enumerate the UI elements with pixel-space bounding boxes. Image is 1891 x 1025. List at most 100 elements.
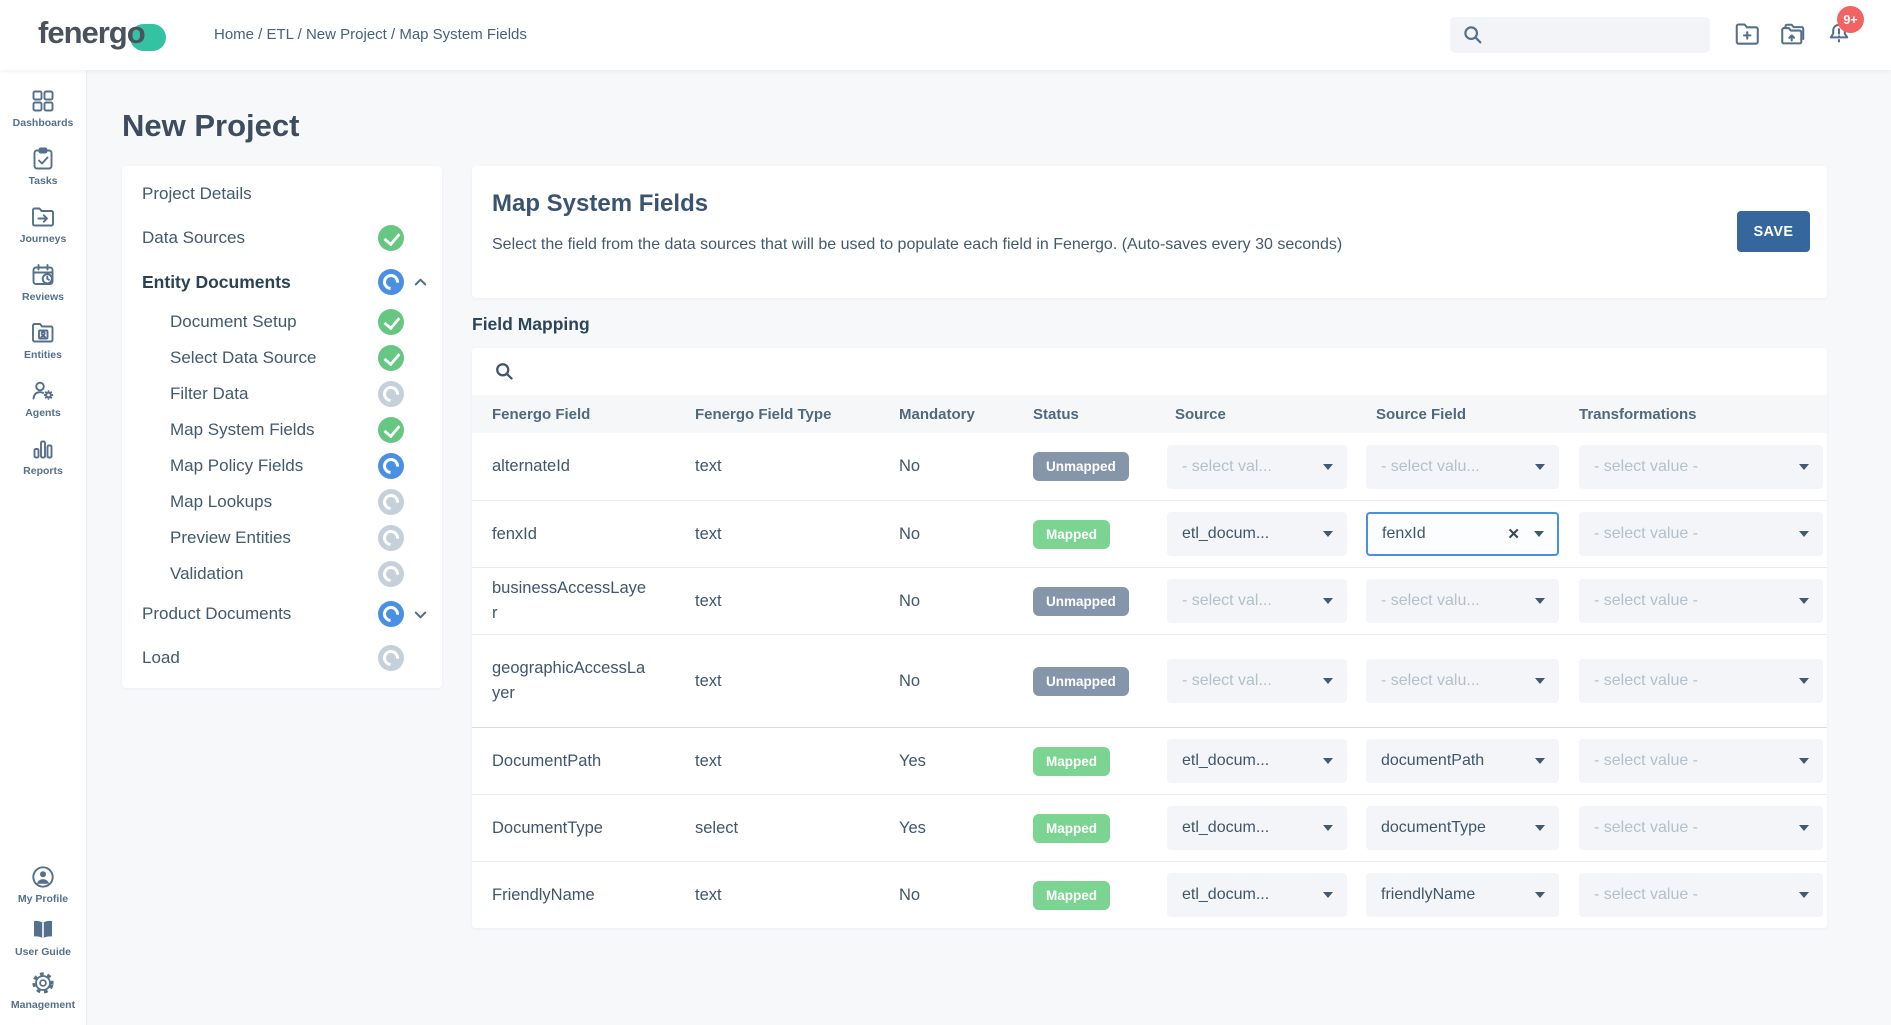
source-select[interactable]: - select val...: [1167, 579, 1347, 623]
source-select[interactable]: etl_docum...: [1167, 512, 1347, 556]
clear-icon[interactable]: ✕: [1507, 526, 1520, 543]
sidebar-item-agents[interactable]: Agents: [0, 378, 87, 419]
sidebar-item-management[interactable]: Management: [0, 970, 87, 1011]
transformations-select[interactable]: - select value -: [1579, 659, 1823, 703]
caret-down-icon: [1535, 825, 1545, 831]
field-type-cell: text: [695, 671, 722, 690]
source-select[interactable]: etl_docum...: [1167, 739, 1347, 783]
step-entity-documents[interactable]: Entity Documents: [122, 260, 442, 304]
step-status-icon: [378, 561, 404, 587]
caret-down-icon: [1323, 758, 1333, 764]
reviews-icon: [30, 262, 56, 288]
source-field-select[interactable]: fenxId ✕: [1366, 512, 1559, 556]
logo-text: fenergo: [38, 15, 146, 50]
chevron-up-icon[interactable]: [404, 275, 428, 290]
caret-down-icon: [1535, 598, 1545, 604]
status-badge: Mapped: [1033, 880, 1111, 910]
field-mapping-table: Fenergo Field Fenergo Field Type Mandato…: [472, 348, 1827, 928]
breadcrumb[interactable]: Home / ETL / New Project / Map System Fi…: [214, 26, 527, 43]
global-search-input[interactable]: [1450, 17, 1710, 53]
sidebar-item-dashboards[interactable]: Dashboards: [0, 88, 87, 129]
step-project-details[interactable]: Project Details: [142, 184, 252, 203]
step-status-icon: [378, 601, 404, 627]
sidebar-item-tasks[interactable]: Tasks: [0, 146, 87, 187]
source-select[interactable]: etl_docum...: [1167, 873, 1347, 917]
source-select[interactable]: etl_docum...: [1167, 806, 1347, 850]
transformations-select[interactable]: - select value -: [1579, 579, 1823, 623]
map-system-fields-panel: Map System Fields Select the field from …: [472, 166, 1827, 298]
step-filter-data[interactable]: Filter Data: [122, 376, 442, 412]
step-status-icon: [378, 489, 404, 515]
step-select-data-source[interactable]: Select Data Source: [122, 340, 442, 376]
source-field-select[interactable]: - select valu...✕: [1366, 444, 1559, 489]
upload-folders-icon[interactable]: [1779, 20, 1807, 48]
notification-count-badge[interactable]: 9+: [1837, 6, 1864, 33]
step-status-icon: [378, 453, 404, 479]
source-field-select[interactable]: - select valu...✕: [1366, 579, 1559, 623]
sidebar-item-journeys[interactable]: Journeys: [0, 204, 87, 245]
transformations-select[interactable]: - select value -: [1579, 444, 1823, 489]
source-field-select[interactable]: documentType✕: [1366, 806, 1559, 850]
source-select[interactable]: - select val...: [1167, 659, 1347, 703]
column-header: Fenergo Field Type: [695, 405, 832, 423]
panel-description: Select the field from the data sources t…: [492, 236, 1343, 253]
step-status-icon: [378, 525, 404, 551]
step-product-documents[interactable]: Product Documents: [122, 592, 442, 636]
step-document-setup[interactable]: Document Setup: [122, 304, 442, 340]
source-field-select[interactable]: friendlyName✕: [1366, 873, 1559, 917]
table-row: geographicAccessLayer text No Unmapped -…: [472, 634, 1827, 727]
column-header: Status: [1033, 405, 1079, 423]
fenergo-field-cell: FriendlyName: [492, 885, 595, 904]
user-guide-icon: [30, 917, 56, 943]
save-button[interactable]: SAVE: [1737, 211, 1810, 252]
management-gear-icon: [30, 970, 56, 996]
step-data-sources[interactable]: Data Sources: [122, 216, 442, 260]
source-select[interactable]: - select val...: [1167, 444, 1347, 489]
sidebar-item-entities[interactable]: Entities: [0, 320, 87, 361]
mandatory-cell: Yes: [899, 818, 926, 837]
fenergo-field-cell: businessAccessLayer: [492, 579, 647, 622]
step-map-lookups[interactable]: Map Lookups: [122, 484, 442, 520]
add-folder-icon[interactable]: [1733, 20, 1761, 48]
transformations-select[interactable]: - select value -: [1579, 739, 1823, 783]
caret-down-icon: [1799, 825, 1809, 831]
step-load[interactable]: Load: [122, 636, 442, 680]
chevron-down-icon[interactable]: [404, 607, 428, 622]
transformations-select[interactable]: - select value -: [1579, 806, 1823, 850]
caret-down-icon: [1799, 531, 1809, 537]
step-map-policy-fields[interactable]: Map Policy Fields: [122, 448, 442, 484]
caret-down-icon: [1535, 678, 1545, 684]
sidebar-item-reports[interactable]: Reports: [0, 436, 87, 477]
step-preview-entities[interactable]: Preview Entities: [122, 520, 442, 556]
transformations-select[interactable]: - select value -: [1579, 512, 1823, 556]
sidebar-item-user-guide[interactable]: User Guide: [0, 917, 87, 958]
mandatory-cell: No: [899, 591, 921, 610]
column-header: Transformations: [1579, 405, 1697, 423]
fenergo-logo[interactable]: fenergo: [38, 15, 166, 51]
column-header: Fenergo Field: [492, 405, 591, 423]
transformations-select[interactable]: - select value -: [1579, 873, 1823, 917]
caret-down-icon: [1323, 678, 1333, 684]
field-type-cell: text: [695, 457, 722, 475]
step-map-system-fields[interactable]: Map System Fields: [122, 412, 442, 448]
caret-down-icon: [1323, 892, 1333, 898]
fenergo-field-cell: DocumentPath: [492, 751, 602, 770]
caret-down-icon: [1323, 463, 1333, 470]
step-status-icon: [378, 345, 404, 371]
source-field-select[interactable]: documentPath✕: [1366, 739, 1559, 783]
field-mapping-search-input[interactable]: [472, 348, 1827, 395]
caret-down-icon: [1535, 758, 1545, 764]
sidebar-item-reviews[interactable]: Reviews: [0, 262, 87, 303]
step-validation[interactable]: Validation: [122, 556, 442, 592]
sidebar-item-my-profile[interactable]: My Profile: [0, 864, 87, 905]
tasks-icon: [30, 146, 56, 172]
table-row: businessAccessLayer text No Unmapped - s…: [472, 567, 1827, 634]
column-header: Source Field: [1376, 405, 1467, 423]
source-field-select[interactable]: - select valu...✕: [1366, 659, 1559, 703]
table-header-row: Fenergo Field Fenergo Field Type Mandato…: [472, 395, 1827, 433]
profile-icon: [30, 864, 56, 890]
step-status-icon: [378, 381, 404, 407]
status-badge: Unmapped: [1033, 586, 1129, 616]
column-header: Mandatory: [899, 405, 975, 423]
